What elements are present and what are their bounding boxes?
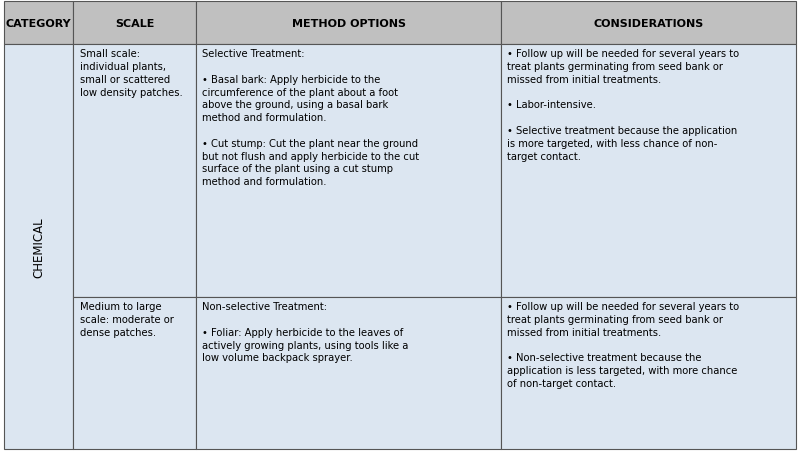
Bar	[501, 297, 796, 449]
Text: CONSIDERATIONS: CONSIDERATIONS	[594, 18, 704, 28]
Text: • Follow up will be needed for several years to
treat plants germinating from se: • Follow up will be needed for several y…	[507, 301, 739, 388]
Bar	[501, 45, 796, 297]
Bar	[196, 45, 501, 297]
Text: SCALE: SCALE	[115, 18, 154, 28]
Bar	[74, 297, 196, 449]
Bar	[196, 297, 501, 449]
Bar	[4, 2, 74, 45]
Text: CHEMICAL: CHEMICAL	[32, 216, 45, 277]
Bar	[74, 45, 196, 297]
Text: Small scale:
individual plants,
small or scattered
low density patches.: Small scale: individual plants, small or…	[80, 49, 182, 97]
Bar	[196, 2, 501, 45]
Bar	[4, 45, 74, 449]
Text: Medium to large
scale: moderate or
dense patches.: Medium to large scale: moderate or dense…	[80, 301, 174, 337]
Bar	[501, 2, 796, 45]
Text: Non-selective Treatment:

• Foliar: Apply herbicide to the leaves of
actively gr: Non-selective Treatment: • Foliar: Apply…	[202, 301, 409, 363]
Text: Selective Treatment:

• Basal bark: Apply herbicide to the
circumference of the : Selective Treatment: • Basal bark: Apply…	[202, 49, 419, 187]
Text: METHOD OPTIONS: METHOD OPTIONS	[291, 18, 406, 28]
Text: • Follow up will be needed for several years to
treat plants germinating from se: • Follow up will be needed for several y…	[507, 49, 739, 161]
Text: CATEGORY: CATEGORY	[6, 18, 71, 28]
Bar	[74, 2, 196, 45]
